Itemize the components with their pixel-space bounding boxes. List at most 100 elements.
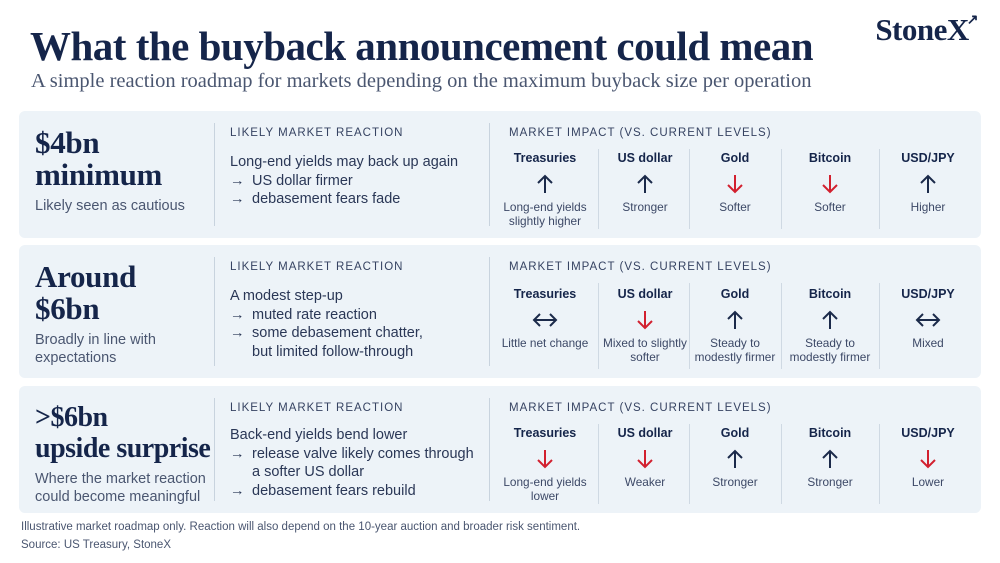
arrow-right-icon: → [230,445,245,462]
asset-divider [598,149,599,229]
scenario-header: Around $6bn Broadly in line with expecta… [35,261,215,367]
reaction-bullet: → debasement fears fade [230,190,485,209]
reaction-text: Back-end yields bend lower → release valv… [230,426,485,500]
reaction-bullet-text: debasement fears rebuild [252,482,416,499]
asset-bitcoin: Bitcoin Stronger [782,426,878,489]
scenario-description: Broadly in line with expectations [35,332,156,366]
asset-treasuries: Treasuries Long-end yields lower [497,426,593,503]
asset-divider [598,283,599,369]
column-divider [489,123,490,226]
asset-impact-text: Softer [719,200,751,214]
reaction-bullet-text: muted rate reaction [252,306,377,323]
arrow-down-icon [537,450,553,469]
asset-divider [689,283,690,369]
asset-usd-jpy: USD/JPY Lower [880,426,976,489]
asset-gold: Gold Steady to modestly firmer [687,287,783,364]
asset-bitcoin: Bitcoin Steady to modestly firmer [782,287,878,364]
reaction-bullet: → debasement fears rebuild [230,482,485,501]
asset-name: USD/JPY [901,287,955,301]
scenario-title-line: $6bn [35,291,100,326]
arrow-down-icon [637,311,653,330]
asset-name: Treasuries [513,287,577,301]
asset-name: US dollar [617,151,673,165]
asset-name: Bitcoin [808,426,852,440]
asset-impact-text: Long-end yields lower [503,475,587,503]
asset-impact-text: Higher [910,200,946,214]
asset-bitcoin: Bitcoin Softer [782,151,878,214]
reaction-bullet: → US dollar firmer [230,172,485,191]
reaction-label: LIKELY MARKET REACTION [230,261,404,273]
scenario-card-6bn: Around $6bn Broadly in line with expecta… [19,245,981,378]
reaction-intro: Long-end yields may back up again [230,154,459,170]
impact-label: MARKET IMPACT (VS. CURRENT LEVELS) [509,261,772,273]
arrow-up-icon [727,449,743,468]
asset-divider [781,424,782,504]
arrow-down-icon [637,450,653,469]
asset-impact-text: Mixed [912,336,944,350]
asset-impact-text: Weaker [624,475,666,489]
arrow-left-right-icon [915,313,941,327]
reaction-intro: Back-end yields bend lower [230,427,408,443]
scenario-title-line: $4bn [35,125,100,160]
footnote: Illustrative market roadmap only. Reacti… [21,521,581,533]
asset-name: Gold [720,151,750,165]
asset-divider [689,149,690,229]
scenario-title-line: minimum [35,157,163,192]
arrow-right-icon: → [230,191,245,207]
asset-divider [879,424,880,504]
asset-treasuries: Treasuries Little net change [497,287,593,350]
reaction-text: A modest step-up → muted rate reaction → s… [230,287,485,361]
asset-divider [879,149,880,229]
asset-divider [781,283,782,369]
reaction-intro: A modest step-up [230,288,343,304]
logo-text: StoneX [875,12,969,47]
column-divider [214,398,215,501]
reaction-text: Long-end yields may back up again → US do… [230,153,485,209]
stonex-logo: StoneX↗ [875,12,980,48]
arrow-up-icon [727,310,743,329]
scenario-card-4bn: $4bn minimum Likely seen as cautious LIK… [19,111,981,238]
asset-divider [781,149,782,229]
page-subtitle: A simple reaction roadmap for markets de… [31,70,812,92]
scenario-description: Where the market reaction could become m… [35,471,206,505]
page-title: What the buyback announcement could mean [30,23,814,69]
scenario-header: >$6bn upside surprise Where the market r… [35,402,215,506]
asset-us-dollar: US dollar Mixed to slightly softer [597,287,693,364]
impact-label: MARKET IMPACT (VS. CURRENT LEVELS) [509,127,772,139]
scenario-card-over-6bn: >$6bn upside surprise Where the market r… [19,386,981,513]
scenario-title: >$6bn upside surprise [35,402,215,464]
arrow-down-icon [727,175,743,194]
column-divider [214,257,215,366]
asset-us-dollar: US dollar Stronger [597,151,693,214]
asset-impact-text: Lower [911,475,945,489]
asset-impact-text: Stronger [807,475,853,489]
asset-impact-text: Long-end yields slightly higher [503,200,587,228]
column-divider [214,123,215,226]
reaction-bullet-line: a softer US dollar [252,464,365,480]
arrow-up-icon [920,174,936,193]
scenario-title-line: upside surprise [35,433,211,464]
arrow-up-icon [822,310,838,329]
asset-name: Gold [720,287,750,301]
arrow-down-icon [822,175,838,194]
arrow-up-icon [637,174,653,193]
reaction-bullet: → some debasement chatter, but limited fol… [230,324,485,361]
reaction-bullet-text: some debasement chatter, but limited foll… [252,324,423,361]
reaction-bullet-line: release valve likely comes through [252,445,474,462]
asset-usd-jpy: USD/JPY Mixed [880,287,976,350]
asset-name: USD/JPY [901,426,955,440]
reaction-bullet-line: but limited follow-through [252,343,414,360]
arrow-up-icon [822,449,838,468]
arrow-left-right-icon [532,313,558,327]
logo-arrow-icon: ↗ [966,13,979,28]
asset-divider [598,424,599,504]
reaction-bullet: → muted rate reaction [230,306,485,325]
arrow-right-icon: → [230,482,245,499]
reaction-label: LIKELY MARKET REACTION [230,127,404,139]
reaction-bullet-line: some debasement chatter, [252,325,423,341]
asset-name: Bitcoin [808,151,852,165]
asset-impact-text: Stronger [622,200,668,214]
asset-divider [879,283,880,369]
asset-divider [689,424,690,504]
asset-impact-text: Mixed to slightly softer [603,336,687,364]
